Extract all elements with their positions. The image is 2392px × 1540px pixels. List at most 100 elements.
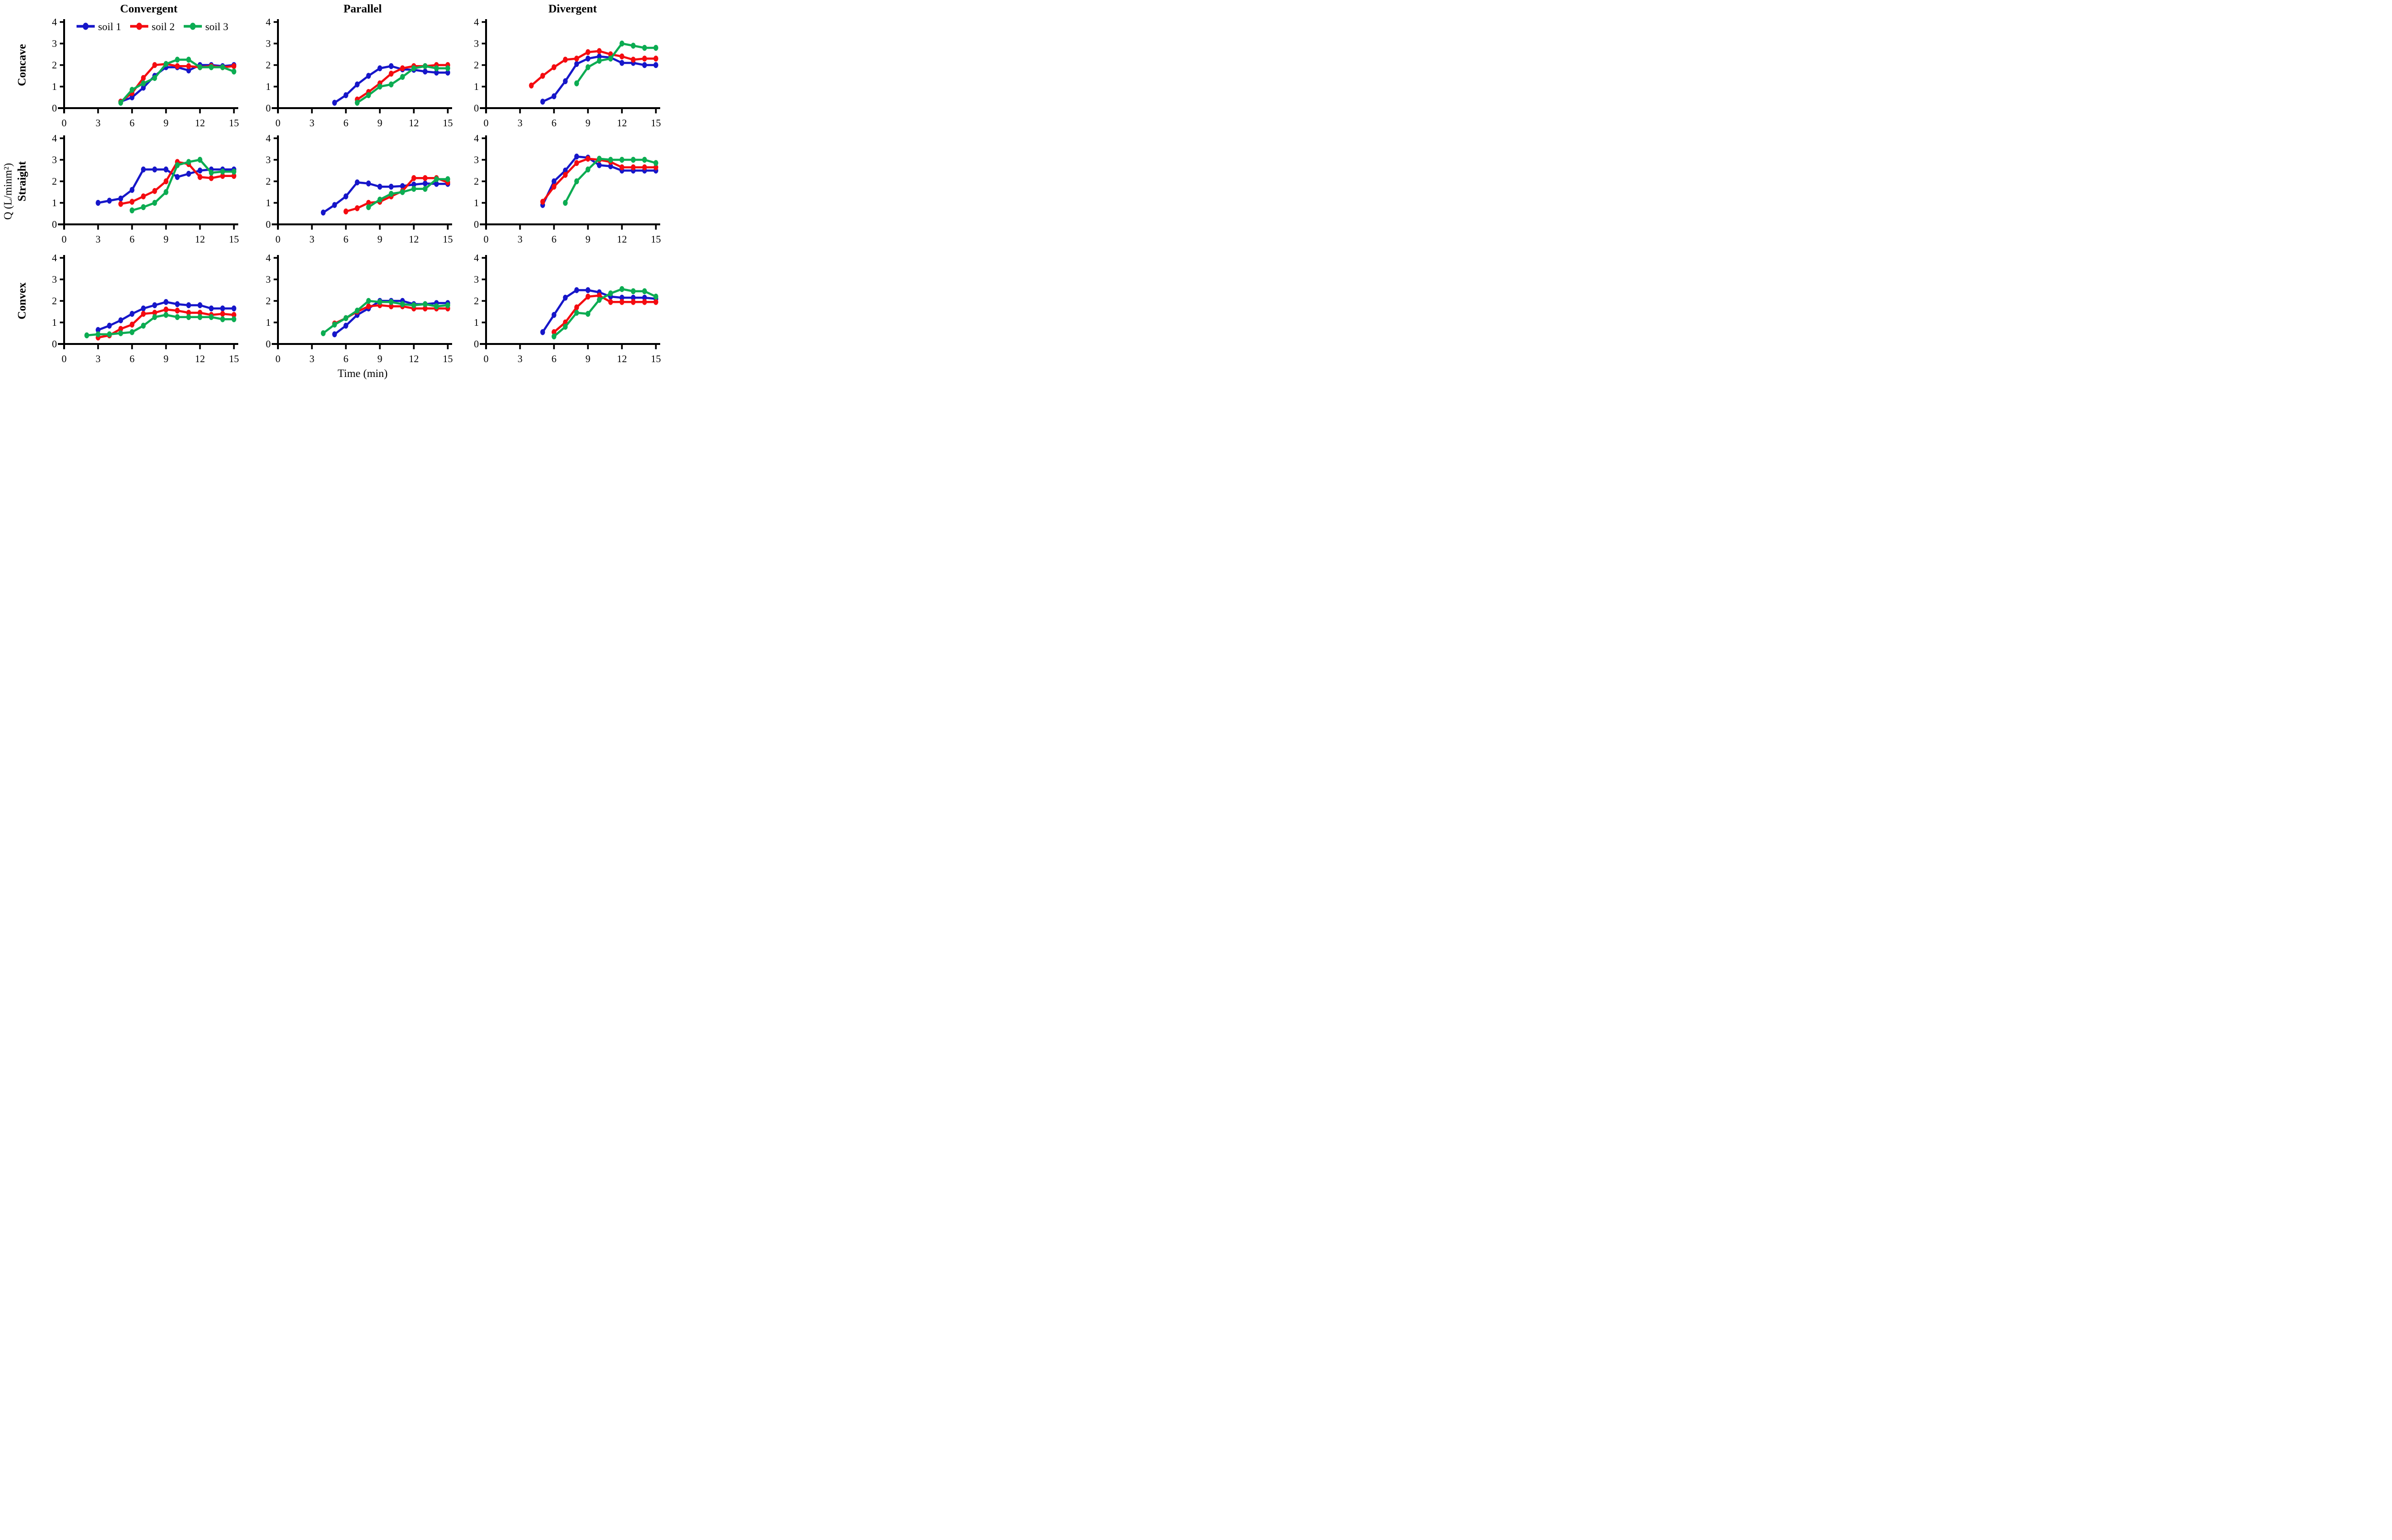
series-marker-soil-3 (175, 314, 180, 320)
series-marker-soil-3 (388, 81, 394, 88)
series-marker-soil-3 (653, 293, 658, 300)
y-tick-label: 2 (266, 59, 271, 71)
series-marker-soil-1 (552, 178, 556, 185)
series-marker-soil-3 (552, 333, 556, 340)
y-tick-label: 1 (52, 197, 57, 209)
series-marker-soil-1 (552, 93, 556, 100)
series-marker-soil-3 (118, 100, 123, 106)
series-marker-soil-3 (354, 308, 360, 314)
x-tick-label: 9 (586, 117, 591, 129)
series-marker-soil-3 (422, 186, 428, 192)
series-marker-soil-2 (130, 321, 134, 328)
series-marker-soil-3 (118, 330, 123, 336)
series-marker-soil-1 (107, 198, 112, 204)
series-marker-soil-2 (388, 303, 394, 310)
series-marker-soil-2 (586, 155, 590, 162)
series-marker-soil-1 (388, 184, 394, 190)
series-marker-soil-2 (552, 329, 556, 335)
series-marker-soil-3 (642, 288, 647, 294)
series-marker-soil-2 (597, 292, 602, 299)
x-tick-label: 0 (62, 353, 67, 365)
series-marker-soil-2 (540, 73, 545, 79)
series-marker-soil-3 (642, 156, 647, 163)
series-marker-soil-3 (620, 156, 624, 163)
y-tick-label: 0 (474, 338, 479, 350)
x-tick-label: 3 (518, 353, 523, 365)
x-tick-label: 15 (229, 117, 239, 129)
series-marker-soil-1 (597, 53, 602, 60)
y-tick-label: 1 (474, 197, 479, 209)
y-tick-label: 4 (52, 252, 57, 264)
series-marker-soil-2 (620, 53, 624, 60)
series-marker-soil-1 (186, 302, 191, 309)
y-tick-label: 1 (266, 197, 271, 209)
series-marker-soil-1 (354, 179, 360, 186)
series-marker-soil-2 (186, 63, 191, 69)
series-marker-soil-2 (141, 75, 146, 81)
series-marker-soil-3 (653, 44, 658, 51)
y-tick-label: 4 (52, 16, 57, 28)
series-marker-soil-3 (411, 65, 416, 71)
series-marker-soil-3 (608, 55, 613, 62)
series-marker-soil-2 (232, 312, 236, 318)
x-tick-label: 9 (377, 353, 383, 365)
x-tick-label: 3 (96, 117, 101, 129)
series-marker-soil-3 (186, 314, 191, 320)
x-tick-label: 12 (195, 353, 205, 365)
series-marker-soil-2 (175, 63, 180, 69)
x-tick-label: 12 (195, 233, 205, 245)
series-marker-soil-3 (164, 312, 168, 318)
series-marker-soil-1 (608, 163, 613, 169)
series-marker-soil-3 (608, 290, 613, 297)
series-marker-soil-3 (422, 301, 428, 307)
y-tick-label: 3 (474, 154, 479, 166)
y-tick-label: 4 (474, 133, 479, 144)
series-marker-soil-3 (175, 162, 180, 168)
series-marker-soil-3 (653, 160, 658, 166)
series-marker-soil-2 (152, 310, 157, 316)
y-tick-label: 3 (474, 274, 479, 285)
series-marker-soil-1 (332, 100, 337, 106)
series-marker-soil-2 (586, 293, 590, 300)
series-marker-soil-3 (597, 57, 602, 64)
series-marker-soil-3 (130, 87, 134, 93)
series-marker-soil-1 (586, 287, 590, 293)
series-marker-soil-2 (198, 174, 202, 180)
series-marker-soil-1 (118, 317, 123, 323)
series-marker-soil-2 (620, 299, 624, 305)
series-marker-soil-1 (175, 301, 180, 307)
series-marker-soil-1 (377, 65, 382, 71)
row-label-straight: Straight (16, 161, 29, 201)
x-tick-label: 0 (276, 353, 281, 365)
y-tick-label: 2 (266, 176, 271, 187)
series-line-soil-1 (120, 64, 235, 103)
x-tick-label: 0 (62, 117, 67, 129)
series-marker-soil-3 (321, 330, 326, 336)
series-marker-soil-2 (411, 175, 416, 181)
series-marker-soil-1 (366, 180, 371, 187)
column-title-convergent: Convergent (120, 3, 177, 15)
series-marker-soil-3 (608, 156, 613, 163)
x-tick-label: 6 (343, 353, 349, 365)
series-line-soil-2 (530, 50, 657, 87)
series-marker-soil-1 (540, 99, 545, 105)
series-marker-soil-3 (366, 204, 371, 211)
series-marker-soil-1 (343, 193, 348, 199)
series-marker-soil-2 (220, 173, 225, 179)
series-marker-soil-2 (574, 55, 579, 62)
series-marker-soil-2 (152, 62, 157, 68)
y-tick-label: 3 (474, 38, 479, 49)
legend-label: soil 1 (98, 21, 121, 33)
series-marker-soil-2 (130, 199, 134, 205)
y-tick-label: 2 (52, 176, 57, 187)
series-marker-soil-1 (597, 162, 602, 168)
series-marker-soil-3 (141, 80, 146, 87)
x-tick-label: 3 (310, 233, 315, 245)
x-tick-label: 15 (229, 353, 239, 365)
y-tick-label: 3 (266, 38, 271, 49)
series-marker-soil-2 (642, 299, 647, 305)
series-marker-soil-1 (141, 85, 146, 91)
